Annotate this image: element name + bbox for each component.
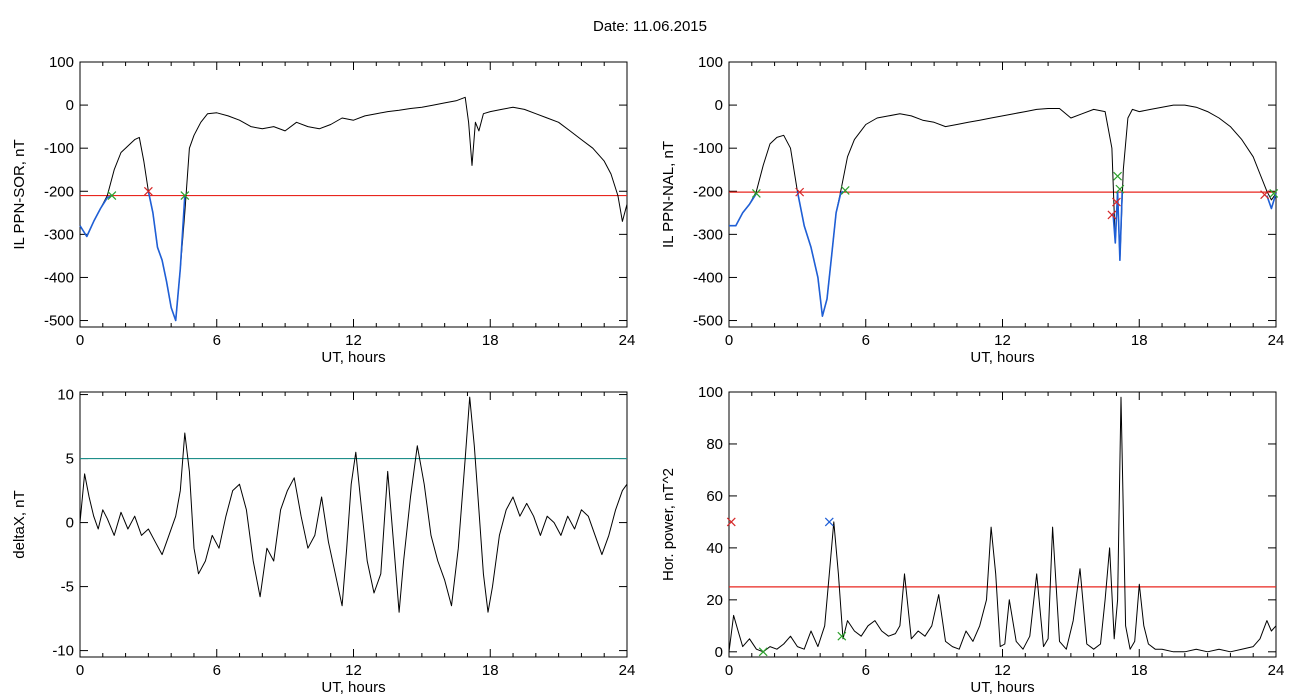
y-tick-label: -500	[693, 313, 723, 330]
x-tick-label: 6	[213, 662, 221, 679]
y-tick-label: -500	[44, 313, 74, 330]
x-axis-label: UT, hours	[970, 679, 1034, 696]
y-tick-label: 10	[57, 387, 74, 404]
y-tick-label: 40	[706, 540, 723, 557]
y-tick-label: -200	[44, 183, 74, 200]
x-tick-label: 12	[994, 332, 1011, 349]
highlight-segment	[79, 194, 113, 238]
series-line	[728, 396, 1277, 653]
panel-il-ppn-sor: 0 6 12 18 24 -500 -400 -300 -200 -100 0 100 UT, hour…	[11, 54, 635, 366]
highlight-segment	[147, 191, 186, 322]
x-tick-label: 0	[76, 332, 84, 349]
x-axis-label: UT, hours	[970, 349, 1034, 366]
y-axis-label: IL PPN-NAL, nT	[660, 141, 677, 248]
cross-marker	[795, 187, 805, 197]
y-tick-label: 0	[66, 97, 74, 114]
y-axis-label: deltaX, nT	[11, 490, 28, 558]
y-tick-label: -100	[693, 140, 723, 157]
figure-date-title: Date: 11.06.2015	[593, 18, 707, 35]
x-tick-label: 12	[345, 662, 362, 679]
cross-marker	[758, 647, 768, 657]
x-tick-label: 18	[1131, 332, 1148, 349]
series-line	[729, 104, 1277, 317]
panel-il-ppn-nal: 0 6 12 18 24 -500 -400 -300 -200 -100 0 100 UT, hour…	[660, 54, 1284, 366]
plot-frame	[728, 391, 1277, 658]
y-tick-label: -200	[693, 183, 723, 200]
x-tick-label: 18	[482, 332, 499, 349]
panel-hor-power: 0 6 12 18 24 0 20 40 60 80 100 UT, hours Hor. power,…	[660, 384, 1284, 696]
cross-marker	[837, 631, 847, 641]
y-tick-label: 80	[706, 436, 723, 453]
cross-marker	[1112, 197, 1121, 207]
x-tick-label: 24	[619, 662, 636, 679]
cross-marker	[1260, 190, 1270, 200]
y-tick-label: 5	[66, 451, 74, 468]
plot-frame	[728, 61, 1277, 328]
panel-deltax: 0 6 12 18 24 -10 -5 0 5 10 UT, hours deltaX, nT	[11, 387, 635, 696]
x-tick-label: 12	[345, 332, 362, 349]
x-axis-label: UT, hours	[321, 679, 385, 696]
x-tick-label: 18	[482, 662, 499, 679]
highlight-segment	[796, 190, 844, 318]
y-tick-label: 100	[49, 54, 74, 71]
cross-marker	[107, 191, 117, 201]
y-tick-label: -300	[44, 226, 74, 243]
cross-marker	[824, 517, 834, 527]
series-line	[79, 396, 628, 613]
y-tick-label: 0	[715, 97, 723, 114]
x-tick-label: 0	[725, 662, 733, 679]
x-tick-label: 6	[862, 332, 870, 349]
cross-marker	[1113, 171, 1123, 181]
x-tick-label: 6	[213, 332, 221, 349]
cross-marker	[143, 186, 153, 196]
cross-marker	[180, 191, 190, 201]
x-tick-label: 24	[1268, 332, 1285, 349]
x-tick-label: 24	[619, 332, 636, 349]
x-tick-label: 6	[862, 662, 870, 679]
x-tick-label: 12	[994, 662, 1011, 679]
plot-frame	[79, 391, 628, 658]
cross-marker	[840, 185, 850, 195]
x-tick-label: 0	[76, 662, 84, 679]
series-line	[79, 96, 628, 321]
cross-marker	[1107, 210, 1117, 220]
y-tick-label: 0	[66, 515, 74, 532]
cross-marker	[1115, 184, 1125, 194]
y-tick-label: 100	[698, 54, 723, 71]
cross-marker	[1269, 188, 1279, 198]
x-tick-label: 18	[1131, 662, 1148, 679]
x-tick-label: 24	[1268, 662, 1285, 679]
y-tick-label: 60	[706, 488, 723, 505]
y-tick-label: -100	[44, 140, 74, 157]
x-axis-label: UT, hours	[321, 349, 385, 366]
y-tick-label: 100	[698, 384, 723, 401]
y-tick-label: -10	[52, 643, 74, 660]
plot-frame	[79, 61, 628, 328]
y-axis-label: IL PPN-SOR, nT	[11, 139, 28, 249]
y-axis-label: Hor. power, nT^2	[660, 468, 677, 581]
highlight-segment	[729, 192, 758, 227]
cross-marker	[726, 517, 736, 527]
y-tick-label: -300	[693, 226, 723, 243]
y-tick-label: -400	[693, 269, 723, 286]
highlight-segment	[1266, 193, 1277, 210]
y-tick-label: 0	[715, 644, 723, 661]
cross-marker	[751, 188, 761, 198]
x-tick-label: 0	[725, 332, 733, 349]
y-tick-label: 20	[706, 592, 723, 609]
y-tick-label: -400	[44, 269, 74, 286]
y-tick-label: -5	[61, 579, 74, 596]
